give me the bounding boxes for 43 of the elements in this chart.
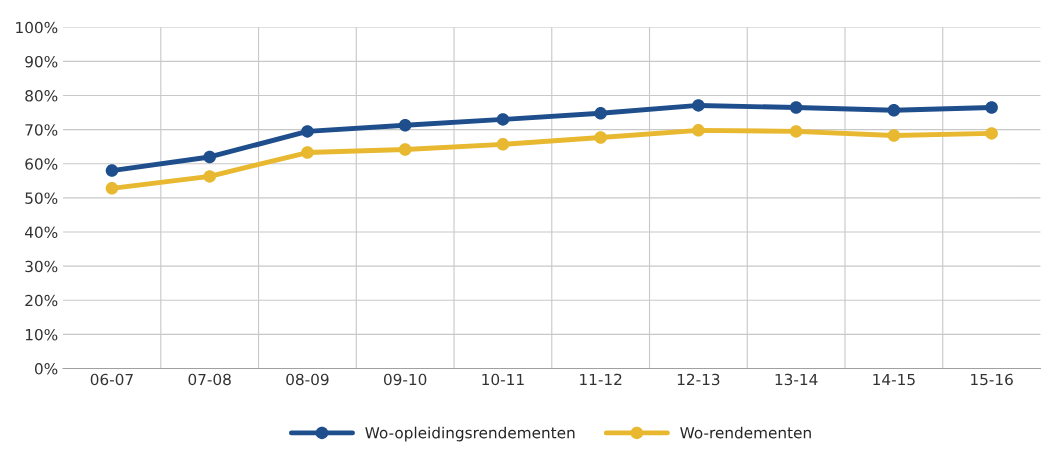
point [496,138,510,151]
y-tick-label: 70% [25,124,58,136]
point [887,103,901,117]
y-tick-label: 60% [25,158,58,170]
x-tick-label: 14-15 [873,373,915,386]
point [105,164,119,177]
legend-label: Wo-rendementen [680,426,811,439]
y-tick-label: 10% [25,328,58,341]
x-tick-label: 09-10 [383,373,427,386]
y-tick-label: 100% [16,21,58,34]
point [496,113,510,126]
point [301,125,314,138]
point [692,99,705,112]
point [594,131,607,144]
x-tick-label: 15-16 [971,373,1013,386]
point [398,118,412,132]
x-tick-label: 13-14 [775,373,818,386]
point [985,101,998,114]
point [301,146,314,159]
point [789,101,803,114]
legend-label: Wo-opleidingsrendementen [365,426,575,442]
y-tick-label: 20% [25,294,58,307]
y-tick-label: 40% [24,226,58,239]
point [985,127,998,140]
x-tick-label: 08-09 [286,373,329,386]
point [692,124,705,137]
y-tick-label: 90% [25,55,58,68]
point [203,150,216,164]
y-tick-label: 50% [25,192,58,204]
x-tick-label: 12-13 [677,373,720,386]
point [594,107,607,120]
point [398,143,412,156]
x-tick-label: 11-12 [580,373,622,386]
x-tick-label: 10-11 [482,373,524,386]
point [789,125,803,138]
y-tick-label: 80% [25,90,58,102]
point [887,129,901,142]
y-tick-label: 0% [34,363,58,375]
y-tick-label: 30% [25,260,58,273]
x-tick-label: 07-08 [188,373,231,386]
point [203,170,216,183]
x-tick-label: 06-07 [90,373,133,386]
point [105,182,119,195]
